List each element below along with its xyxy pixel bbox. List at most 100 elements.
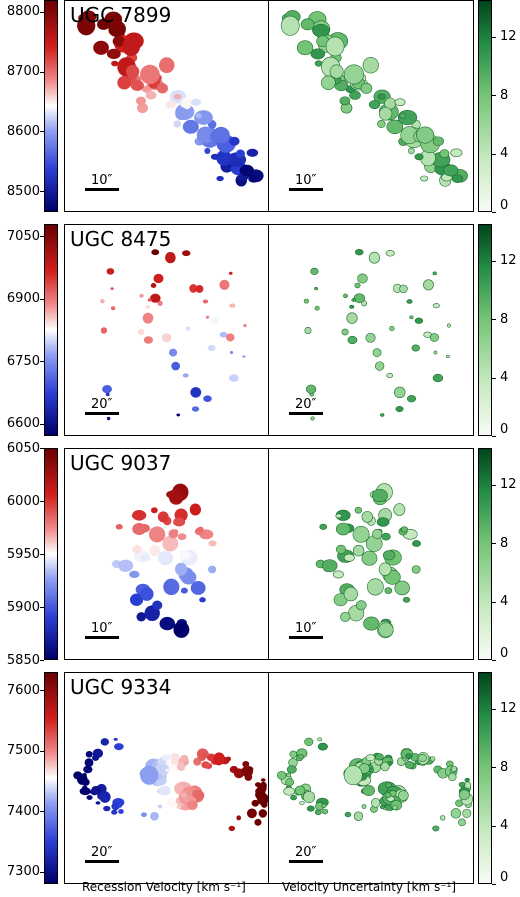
emission-blob	[394, 580, 410, 596]
emission-blob	[450, 148, 463, 158]
emission-blob	[111, 60, 119, 67]
velocity-tick-mark	[40, 660, 44, 661]
emission-blob	[462, 808, 472, 818]
scale-bar	[289, 412, 323, 415]
emission-blob	[276, 771, 287, 780]
emission-blob	[188, 805, 194, 810]
emission-blob	[347, 335, 358, 345]
velocity-map	[77, 10, 264, 187]
velocity-tick-label: 5850	[6, 652, 40, 668]
velocity-tick-mark	[40, 690, 44, 692]
emission-blob	[432, 373, 444, 383]
uncertainty-colorbar	[478, 0, 492, 212]
emission-blob	[157, 511, 169, 523]
emission-blob	[340, 611, 351, 622]
emission-blob	[195, 113, 202, 119]
emission-blob	[157, 804, 163, 809]
emission-blob	[310, 267, 319, 275]
velocity-tick-label: 7300	[6, 864, 40, 880]
emission-blob	[239, 164, 255, 177]
uncertainty-tick-mark	[492, 436, 496, 437]
velocity-tick-mark	[40, 298, 44, 300]
emission-blob	[353, 293, 365, 304]
emission-blob	[372, 348, 382, 357]
emission-blob	[77, 16, 96, 36]
emission-blob	[335, 522, 351, 536]
emission-blob	[386, 119, 404, 135]
velocity-tick-label: 5950	[6, 546, 40, 562]
uncertainty-tick-label: 12	[500, 253, 517, 269]
emission-blob	[236, 815, 242, 821]
emission-blob	[321, 803, 327, 809]
emission-blob	[343, 553, 355, 562]
emission-blob	[182, 373, 189, 378]
uncertainty-tick-label: 8	[500, 87, 509, 103]
emission-blob	[145, 90, 157, 100]
emission-blob	[151, 249, 160, 256]
uncertainty-tick-label: 8	[500, 759, 509, 775]
emission-blob	[432, 271, 437, 276]
emission-blob	[139, 293, 144, 298]
emission-blob	[310, 416, 315, 421]
emission-blob	[361, 550, 378, 566]
emission-blob	[81, 778, 90, 786]
emission-blob	[165, 768, 170, 772]
emission-blob	[432, 825, 440, 832]
emission-blob	[397, 790, 409, 801]
emission-blob	[165, 100, 176, 109]
emission-blob	[254, 782, 262, 788]
uncertainty-tick-label: 8	[500, 311, 509, 327]
emission-blob	[394, 98, 406, 107]
velocity-tick-mark	[40, 131, 44, 133]
emission-blob	[349, 90, 361, 100]
velocity-tick-label: 7600	[6, 682, 40, 698]
emission-blob	[161, 333, 172, 343]
emission-blob	[242, 355, 246, 358]
emission-blob	[380, 761, 390, 772]
velocity-tick-label: 7500	[6, 743, 40, 759]
emission-blob	[361, 511, 373, 523]
uncertainty-colorbar	[478, 224, 492, 436]
emission-blob	[372, 528, 383, 539]
emission-blob	[190, 580, 206, 595]
emission-blob	[343, 64, 365, 85]
emission-blob	[156, 83, 168, 94]
emission-blob	[181, 782, 188, 788]
emission-blob	[429, 756, 436, 762]
galaxy-name: UGC 9037	[70, 451, 172, 475]
velocity-colorbar	[44, 224, 58, 436]
emission-blob	[283, 787, 296, 796]
emission-blob	[205, 315, 210, 319]
uncertainty-map	[315, 483, 421, 639]
emission-blob	[366, 578, 384, 596]
emission-blob	[122, 36, 141, 56]
emission-blob	[157, 551, 174, 566]
emission-blob	[362, 56, 379, 74]
emission-blob	[73, 771, 83, 780]
emission-blob	[335, 544, 346, 554]
emission-blob	[94, 754, 100, 759]
emission-blob	[418, 753, 427, 763]
emission-blob	[173, 93, 182, 100]
velocity-tick-mark	[40, 236, 44, 238]
scale-bar	[289, 188, 323, 191]
emission-blob	[420, 175, 429, 182]
emission-blob	[300, 18, 315, 31]
emission-blob	[173, 517, 186, 527]
uncertainty-tick-label: 12	[500, 29, 517, 45]
emission-blob	[165, 252, 176, 264]
emission-blob	[214, 754, 223, 762]
x-axis-label-velocity: Recession Velocity [km s⁻¹]	[82, 880, 246, 894]
emission-blob	[385, 782, 392, 788]
emission-blob	[405, 753, 412, 759]
emission-blob	[408, 147, 415, 155]
scale-bar-label: 20″	[295, 397, 317, 412]
emission-blob	[149, 545, 161, 557]
emission-blob	[158, 785, 171, 796]
emission-blob	[448, 772, 457, 782]
emission-blob	[208, 540, 217, 547]
galaxy-name: UGC 7899	[70, 3, 172, 27]
uncertainty-tick-mark	[492, 260, 496, 262]
emission-blob	[251, 799, 260, 807]
emission-blob	[440, 815, 446, 821]
